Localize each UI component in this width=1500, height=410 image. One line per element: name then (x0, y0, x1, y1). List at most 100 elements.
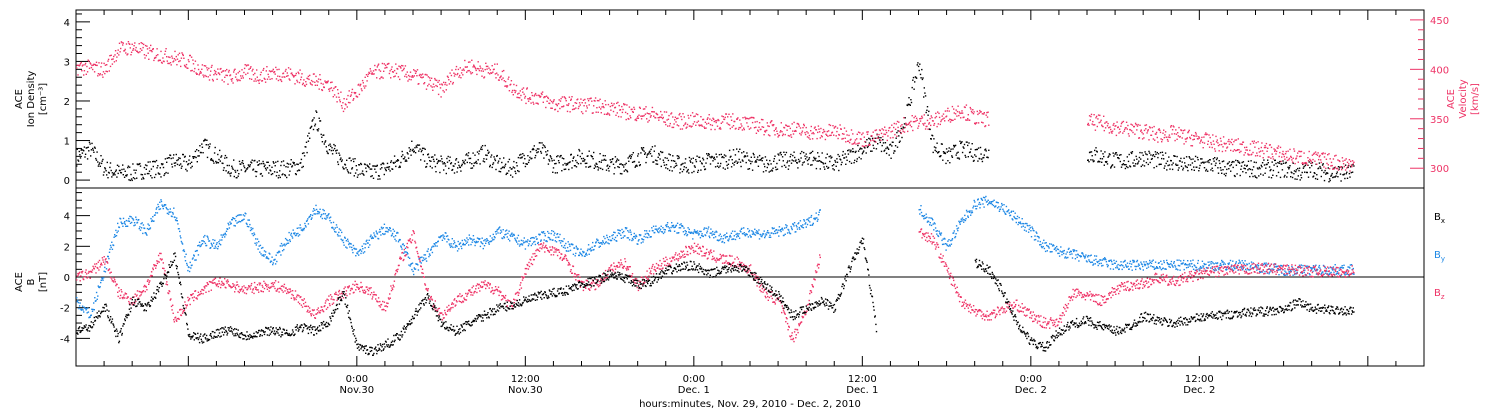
velocity-series-point (933, 122, 936, 125)
velocity-series-point (673, 123, 675, 125)
density-series-point (760, 158, 762, 161)
velocity-series-point (697, 120, 700, 122)
density-series-point (730, 166, 733, 168)
velocity-series-point (656, 113, 659, 116)
by-series-point (468, 234, 470, 236)
density-series-point (800, 157, 802, 159)
by-series-point (351, 246, 353, 249)
density-series-point (719, 165, 721, 167)
velocity-series-point (654, 117, 657, 119)
velocity-series-point (815, 129, 818, 131)
by-series-point (544, 235, 546, 237)
velocity-series-point (1143, 137, 1145, 139)
density-series-point (919, 63, 921, 65)
velocity-series-point (1201, 141, 1204, 144)
density-series-point (127, 165, 130, 167)
velocity-series-point (230, 78, 232, 81)
velocity-series-point (751, 116, 753, 119)
velocity-series-point (253, 80, 255, 82)
density-series-point (297, 163, 299, 166)
velocity-series-point (214, 72, 216, 75)
velocity-series-point (318, 88, 320, 90)
by-series-point (452, 246, 454, 249)
velocity-series-point (1169, 136, 1171, 139)
velocity-series-point (1345, 158, 1347, 160)
density-series-point (266, 167, 269, 169)
velocity-series-point (830, 134, 832, 136)
density-series-point (555, 162, 557, 165)
by-series-point (558, 236, 560, 238)
density-series-point (341, 159, 343, 161)
velocity-series-point (687, 114, 689, 117)
density-series-point (518, 170, 520, 173)
by-series-point (131, 221, 133, 224)
density-series-point (654, 159, 657, 161)
density-series-point (916, 64, 918, 66)
density-series-point (84, 153, 87, 155)
by-series-point (404, 247, 407, 249)
by-series-point (439, 236, 442, 238)
velocity-series-point (453, 75, 456, 77)
by-series-point (670, 226, 672, 229)
velocity-series-point (876, 134, 878, 136)
velocity-series-point (582, 112, 584, 115)
velocity-series-point (608, 113, 610, 115)
velocity-series-point (319, 74, 321, 76)
by-series-point (234, 225, 236, 227)
velocity-tick-label: 400 (1430, 65, 1449, 76)
density-series-point (901, 136, 903, 139)
velocity-series-point (676, 124, 678, 126)
density-series-point (885, 152, 888, 155)
density-series-point (828, 155, 830, 158)
velocity-series-point (781, 131, 783, 133)
velocity-series-point (1245, 149, 1247, 151)
velocity-series-point (1136, 125, 1139, 127)
by-series-point (581, 255, 583, 257)
velocity-series-point (1199, 142, 1201, 144)
velocity-series-point (1312, 153, 1315, 155)
velocity-series-point (707, 117, 709, 119)
velocity-series-point (1092, 124, 1095, 126)
density-series-point (713, 156, 715, 159)
density-series-point (895, 137, 897, 139)
by-series-point (223, 233, 225, 235)
density-series-point (1241, 161, 1243, 164)
density-series-point (773, 158, 775, 160)
velocity-series-point (831, 131, 834, 133)
by-series-point (312, 210, 314, 212)
velocity-series-point (289, 68, 292, 70)
velocity-series-point (986, 111, 988, 114)
density-series-point (542, 144, 544, 146)
velocity-series-point (793, 121, 795, 124)
velocity-series-point (1174, 139, 1176, 142)
velocity-series-point (914, 115, 917, 117)
by-series-point (530, 237, 532, 240)
density-series-point (773, 160, 775, 162)
density-series-point (1339, 173, 1342, 175)
velocity-series-point (450, 80, 452, 83)
density-series-point (534, 157, 536, 159)
density-series-point (893, 152, 895, 154)
velocity-series-point (377, 64, 379, 67)
density-series-point (1338, 168, 1340, 170)
by-series-point (377, 238, 380, 240)
velocity-series-point (866, 133, 869, 135)
velocity-series-point (400, 67, 402, 69)
density-series-point (277, 160, 279, 163)
density-series-point (470, 167, 472, 169)
velocity-series-point (390, 68, 393, 71)
density-series-point (1094, 149, 1096, 152)
by-series-point (314, 213, 317, 215)
velocity-series-point (93, 71, 96, 73)
velocity-series-point (150, 44, 152, 47)
density-series-point (300, 158, 303, 161)
density-series-point (1238, 161, 1240, 163)
by-series-point (604, 242, 607, 244)
density-series-point (502, 166, 504, 168)
density-series-point (1152, 154, 1155, 156)
by-series-point (550, 232, 552, 235)
density-series-point (1287, 166, 1289, 168)
density-series-point (707, 154, 709, 157)
density-series-point (476, 162, 478, 165)
density-series-point (395, 165, 397, 168)
